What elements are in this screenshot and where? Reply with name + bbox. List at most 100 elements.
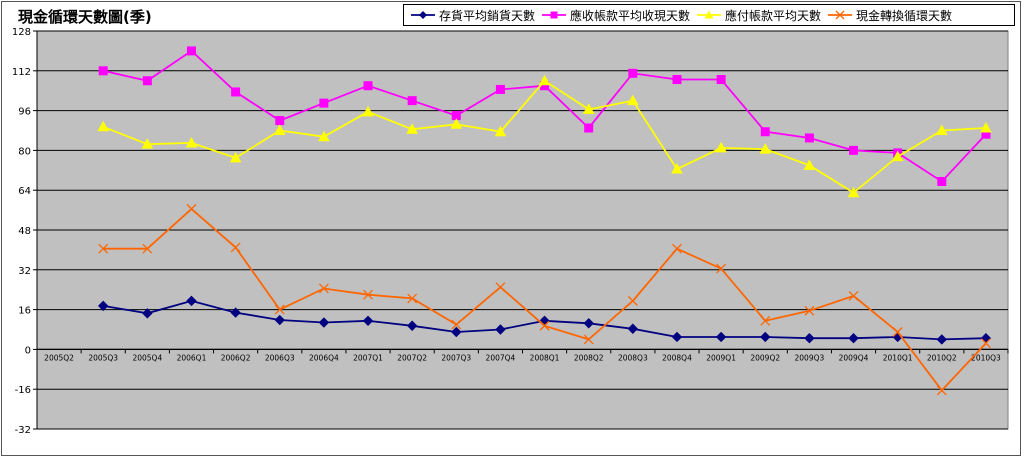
data-point [451, 319, 462, 330]
data-point [495, 282, 506, 293]
y-tick-label: 112 [12, 67, 31, 78]
data-point [319, 98, 329, 108]
data-point [363, 81, 373, 91]
data-point [583, 318, 594, 329]
data-point [584, 123, 594, 133]
data-point [363, 289, 373, 300]
data-point [186, 203, 197, 214]
x-tick-label: 2006Q3 [265, 353, 295, 362]
data-point [626, 94, 639, 106]
x-tick-label: 2008Q4 [662, 353, 692, 362]
data-point [671, 163, 683, 174]
legend-label: 存貨平均銷貨天數 [439, 8, 536, 23]
x-tick-label: 2005Q4 [132, 353, 162, 362]
chart-title: 現金循環天數圖(季) [18, 8, 152, 26]
legend-swatch [828, 10, 853, 20]
x-tick-label: 2006Q1 [177, 353, 207, 362]
data-point [318, 317, 330, 328]
data-point [185, 136, 198, 148]
legend-item-2: 應收帳款平均收現天數 [541, 7, 690, 24]
legend-label: 應收帳款平均收現天數 [570, 8, 691, 23]
data-point [275, 116, 285, 126]
data-point [715, 331, 727, 343]
data-point [495, 324, 506, 335]
data-point [671, 331, 683, 343]
data-point [760, 315, 771, 326]
y-tick-label: -16 [15, 385, 31, 396]
legend-swatch [411, 11, 435, 19]
y-tick-label: 128 [12, 27, 31, 38]
y-tick-label: 80 [18, 146, 31, 157]
data-point [804, 133, 814, 143]
data-point [406, 123, 419, 134]
data-point [627, 295, 638, 306]
data-point [318, 283, 329, 294]
data-point [936, 385, 947, 396]
x-tick-label: 2009Q2 [750, 353, 780, 362]
x-tick-label: 2009Q3 [795, 353, 825, 362]
data-point [672, 75, 682, 85]
x-tick-label: 2010Q3 [971, 353, 1001, 362]
legend-item-1: 存貨平均銷貨天數 [410, 7, 535, 24]
data-point [494, 125, 507, 137]
data-point [628, 68, 638, 78]
data-point [936, 334, 948, 345]
data-point [230, 307, 241, 318]
data-point [407, 96, 417, 106]
data-point [451, 326, 462, 338]
data-point [891, 150, 904, 162]
x-tick-label: 2007Q3 [441, 353, 471, 362]
y-tick-label: 32 [18, 266, 31, 277]
x-tick-label: 2007Q2 [397, 353, 427, 362]
data-point [362, 315, 374, 327]
data-point [760, 127, 770, 137]
data-point [495, 84, 505, 94]
data-point [142, 308, 153, 319]
data-point [229, 151, 242, 163]
y-tick-label: 16 [18, 306, 31, 317]
data-point [406, 320, 418, 331]
data-point [582, 103, 595, 114]
x-tick-label: 2007Q1 [353, 353, 383, 362]
x-tick-label: 2009Q4 [839, 353, 869, 362]
data-point [362, 105, 374, 117]
data-point [715, 141, 727, 153]
data-point [716, 75, 726, 85]
data-point [450, 118, 463, 129]
x-tick-label: 2006Q2 [221, 353, 251, 362]
y-tick-label: 48 [18, 226, 31, 237]
legend-swatch [697, 10, 722, 19]
x-tick-label: 2005Q3 [88, 353, 118, 362]
data-point [407, 293, 418, 304]
data-point [980, 121, 992, 133]
x-tick-label: 2010Q1 [883, 353, 913, 362]
legend-item-4: 現金轉換循環天數 [827, 7, 952, 24]
data-point [760, 331, 771, 343]
data-point [627, 323, 639, 334]
data-point [935, 124, 948, 135]
y-tick-label: 96 [18, 107, 31, 118]
data-point [98, 66, 108, 76]
data-point [142, 76, 152, 86]
data-point [538, 74, 551, 86]
data-point [716, 263, 727, 274]
data-point [142, 243, 153, 254]
x-tick-label: 2007Q4 [486, 353, 516, 362]
data-point [937, 176, 947, 186]
data-point [803, 159, 816, 170]
legend-swatch [542, 11, 567, 19]
x-tick-label: 2005Q2 [44, 353, 74, 362]
data-point [848, 332, 859, 344]
legend-label: 應付帳款平均天數 [725, 8, 822, 23]
data-point [186, 46, 196, 56]
x-tick-label: 2006Q4 [309, 353, 339, 362]
x-tick-label: 2009Q1 [706, 353, 736, 362]
x-tick-label: 2008Q3 [618, 353, 648, 362]
data-point [980, 338, 991, 349]
data-point [759, 143, 772, 154]
data-point [804, 305, 815, 316]
data-point [848, 290, 859, 301]
data-point [98, 243, 109, 254]
data-point [273, 124, 286, 135]
y-tick-label: 0 [25, 345, 31, 356]
